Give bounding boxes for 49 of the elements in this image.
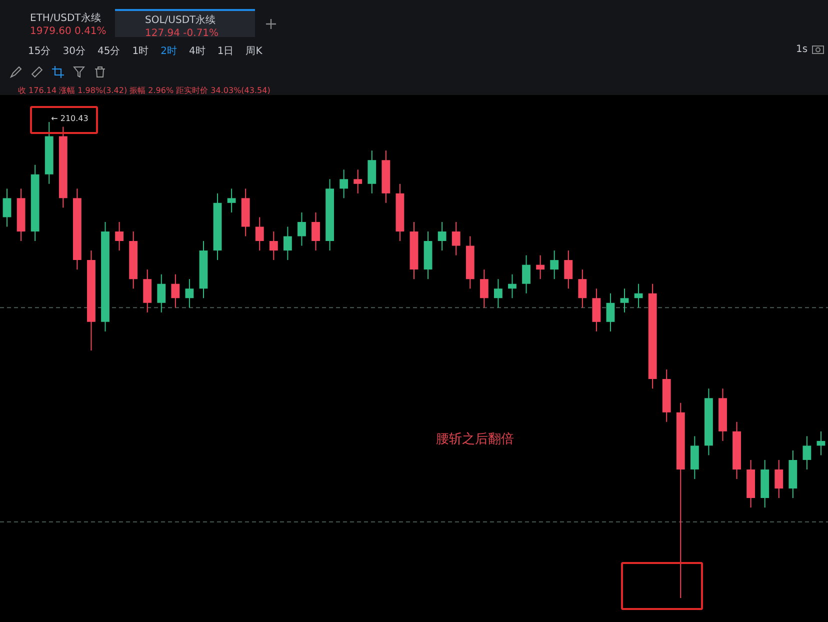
text: SOL/USDT永续 — [145, 14, 217, 27]
text: ETH/USDT永续 — [30, 12, 102, 25]
candlestick — [312, 212, 320, 252]
candlestick — [298, 212, 306, 246]
candlestick — [508, 274, 516, 299]
candlestick — [494, 278, 502, 308]
candlestick — [578, 269, 587, 308]
text: 127.94 -0.71% — [145, 28, 219, 39]
candlestick — [255, 216, 264, 252]
annotation: 腰斩之后翻倍 — [436, 431, 514, 448]
candlestick — [564, 250, 573, 290]
candlestick — [185, 278, 194, 308]
candlestick — [606, 292, 615, 332]
text: 2时 — [160, 46, 177, 57]
candlestick — [816, 430, 826, 456]
candlestick — [115, 221, 124, 252]
candlestick — [620, 288, 629, 313]
text: 周K — [246, 46, 262, 57]
candlestick — [157, 274, 166, 313]
candlestick — [227, 188, 236, 213]
text: 45分 — [97, 46, 120, 57]
candlestick — [340, 169, 348, 199]
candlestick — [522, 254, 530, 294]
text: 15分 — [28, 46, 51, 57]
candlestick — [2, 188, 12, 228]
candlestick — [438, 221, 446, 252]
text: 1s — [796, 44, 808, 55]
candlestick — [550, 250, 559, 280]
candlestick — [802, 436, 812, 470]
text: 1时 — [132, 46, 149, 57]
text: 4时 — [188, 46, 206, 57]
candlestick — [143, 269, 152, 313]
candlestick — [536, 254, 545, 280]
candlestick — [452, 221, 460, 256]
text: 1979.60 0.41% — [30, 26, 106, 37]
candlestick — [634, 283, 643, 308]
candlestick — [480, 269, 488, 308]
candlestick — [283, 226, 292, 261]
annotation: ← 210.43 — [51, 114, 88, 123]
candlestick — [368, 150, 376, 194]
candlestick — [171, 274, 180, 308]
candlestick — [774, 459, 784, 499]
text: 1日 — [217, 46, 234, 57]
candlestick — [354, 169, 362, 194]
candlestick — [592, 288, 601, 332]
candlestick — [690, 436, 699, 480]
text: 收 176.14 涨幅 1.98%(3.42) 振幅 2.96% 距实时价 34.03%(43.54) — [18, 86, 270, 96]
candlestick — [269, 230, 278, 261]
text: 30分 — [62, 46, 86, 57]
